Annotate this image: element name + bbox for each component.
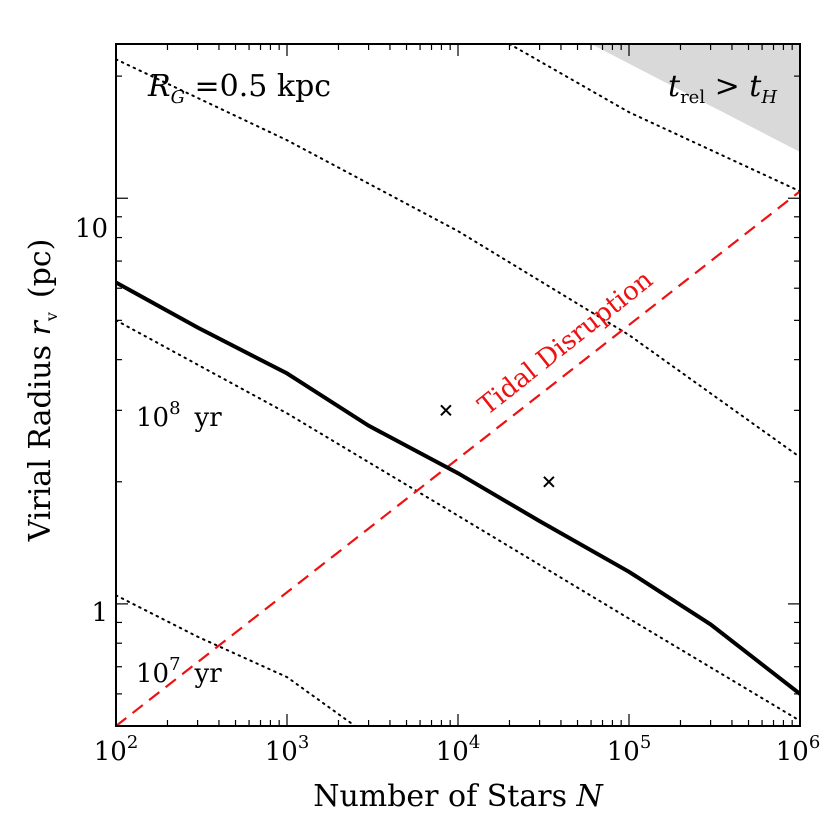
series-1e7-yr [116, 594, 356, 726]
plot-frame [115, 43, 801, 727]
annotation-rg: RG =0.5 kpc [147, 69, 331, 108]
y-tick-label-10: 10 [75, 214, 108, 244]
series-tidal-disruption [116, 190, 800, 726]
x-axis-label: Number of Stars N [313, 779, 604, 814]
shaded-region-trel-gt-th [591, 44, 800, 152]
annotation-1e7-yr: 107 yr [136, 654, 222, 689]
x-tick-label-1e6: 106 [776, 732, 821, 767]
marker-1 [543, 476, 555, 488]
marker-0 [440, 404, 452, 417]
series-layer [116, 44, 800, 726]
plot-area [116, 44, 800, 726]
annotation-trel: trel > tH [668, 69, 777, 108]
x-tick-label-1e5: 105 [607, 732, 652, 767]
series-critical [116, 280, 800, 696]
series-upper-dotted-2 [508, 44, 800, 193]
x-tick-label-1e3: 103 [265, 732, 310, 767]
y-axis-label: Virial Radius rv(pc) [23, 239, 61, 543]
x-tick-label-1e2: 102 [94, 732, 139, 767]
x-tick-label-1e4: 104 [436, 732, 481, 767]
series-1e8-yr [116, 319, 800, 722]
y-tick-label-1: 1 [91, 598, 108, 628]
annotation-1e8-yr: 108 yr [136, 398, 222, 433]
series-upper-dotted-1 [116, 58, 800, 459]
